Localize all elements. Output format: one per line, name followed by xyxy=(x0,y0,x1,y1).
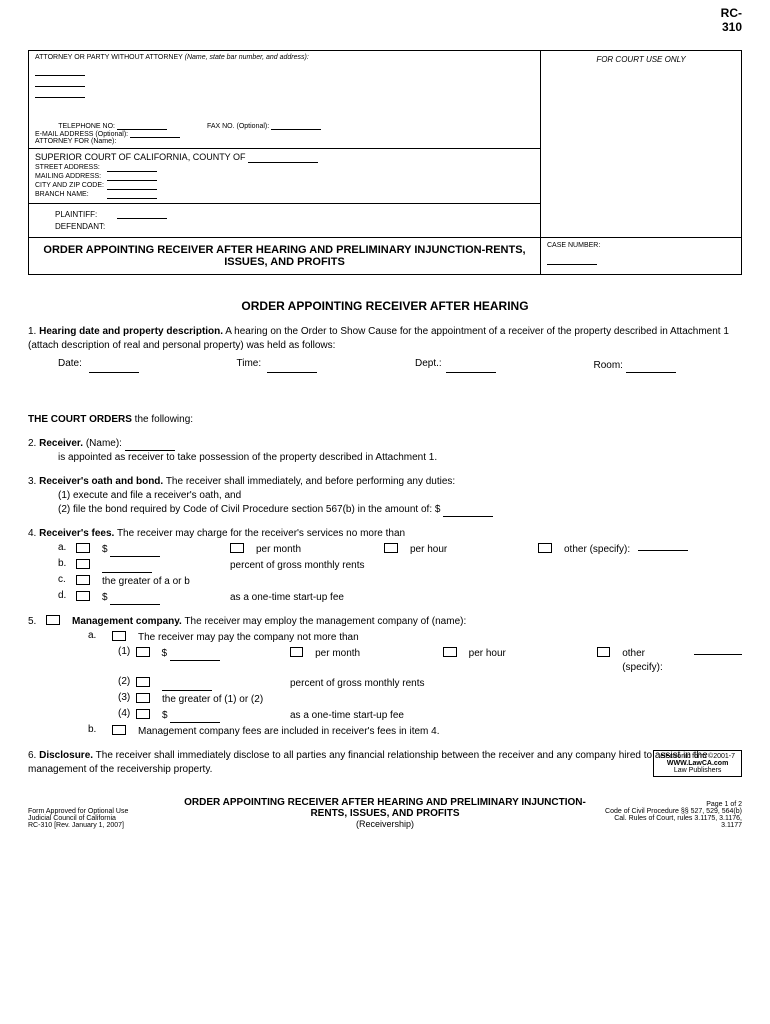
room-field[interactable] xyxy=(626,365,676,373)
bond-amount-field[interactable] xyxy=(443,509,493,517)
checkbox-5b[interactable] xyxy=(112,725,126,735)
branch-label: BRANCH NAME: xyxy=(35,191,105,199)
mailing-field[interactable] xyxy=(107,173,157,181)
telephone-label: TELEPHONE NO: xyxy=(35,123,115,130)
fee-4a-other-field[interactable] xyxy=(638,543,688,551)
fax-field[interactable] xyxy=(271,122,321,130)
page-footer: Form Approved for Optional Use Judicial … xyxy=(28,797,742,829)
checkbox-5a1-month[interactable] xyxy=(290,647,304,657)
case-number-field[interactable] xyxy=(547,257,597,265)
checkbox-5[interactable] xyxy=(46,615,60,625)
cityzip-label: CITY AND ZIP CODE: xyxy=(35,182,105,190)
defendant-label: DEFENDANT: xyxy=(55,222,115,231)
fax-label: FAX NO. (Optional): xyxy=(207,123,269,130)
blank-line[interactable] xyxy=(35,68,85,76)
attorney-for-label: ATTORNEY FOR (Name): xyxy=(35,138,116,145)
mailing-label: MAILING ADDRESS: xyxy=(35,173,105,181)
receiver-name-field[interactable] xyxy=(125,443,175,451)
checkbox-5a4[interactable] xyxy=(136,709,150,719)
county-field[interactable] xyxy=(248,155,318,163)
checkbox-4a-hour[interactable] xyxy=(384,543,398,553)
dept-label: Dept.: xyxy=(415,359,443,368)
dept-field[interactable] xyxy=(446,365,496,373)
street-label: STREET ADDRESS: xyxy=(35,164,105,172)
fee-5a1-other[interactable] xyxy=(694,647,742,655)
blank-line[interactable] xyxy=(35,90,85,98)
form-number: RC- 310 xyxy=(721,6,742,34)
case-number-label: CASE NUMBER: xyxy=(547,242,600,249)
fee-5a4-amount[interactable] xyxy=(170,715,220,723)
item-1: 1. Hearing date and property description… xyxy=(28,325,742,373)
checkbox-5a1[interactable] xyxy=(136,647,150,657)
checkbox-4c[interactable] xyxy=(76,575,90,585)
room-label: Room: xyxy=(594,360,623,371)
checkbox-4a-other[interactable] xyxy=(538,543,552,553)
time-field[interactable] xyxy=(267,365,317,373)
plaintiff-label: PLAINTIFF: xyxy=(55,210,115,219)
checkbox-5a1-other[interactable] xyxy=(597,647,611,657)
main-title: ORDER APPOINTING RECEIVER AFTER HEARING xyxy=(28,299,742,313)
attorney-label: ATTORNEY OR PARTY WITHOUT ATTORNEY (Name… xyxy=(35,54,534,61)
court-use-only: FOR COURT USE ONLY xyxy=(541,51,741,237)
date-label: Date: xyxy=(58,359,86,368)
fee-4b-pct[interactable] xyxy=(102,565,152,573)
street-field[interactable] xyxy=(107,164,157,172)
court-label: SUPERIOR COURT OF CALIFORNIA, COUNTY OF xyxy=(35,152,246,162)
item-6: 6. Disclosure. The receiver shall immedi… xyxy=(28,749,742,777)
court-orders-label: THE COURT ORDERS xyxy=(28,414,132,425)
publisher-box: electronic form ©2001-7 WWW.LawCA.com La… xyxy=(653,750,742,777)
checkbox-4b[interactable] xyxy=(76,559,90,569)
item-5: 5. Management company. The receiver may … xyxy=(28,615,742,739)
fee-5a1-amount[interactable] xyxy=(170,653,220,661)
checkbox-5a3[interactable] xyxy=(136,693,150,703)
fee-4a-amount[interactable] xyxy=(110,549,160,557)
form-title-box: ORDER APPOINTING RECEIVER AFTER HEARING … xyxy=(29,238,540,274)
email-label: E-MAIL ADDRESS (Optional): xyxy=(35,131,128,138)
fee-5a2-pct[interactable] xyxy=(162,683,212,691)
blank-line[interactable] xyxy=(35,79,85,87)
checkbox-5a2[interactable] xyxy=(136,677,150,687)
time-label: Time: xyxy=(237,359,265,368)
cityzip-field[interactable] xyxy=(107,182,157,190)
branch-field[interactable] xyxy=(107,191,157,199)
email-field[interactable] xyxy=(130,130,180,138)
item-3: 3. Receiver's oath and bond. The receive… xyxy=(28,475,742,517)
item-4: 4. Receiver's fees. The receiver may cha… xyxy=(28,527,742,605)
checkbox-4a-month[interactable] xyxy=(230,543,244,553)
checkbox-4a[interactable] xyxy=(76,543,90,553)
checkbox-4d[interactable] xyxy=(76,591,90,601)
item-2: 2. Receiver. (Name): is appointed as rec… xyxy=(28,437,742,465)
date-field[interactable] xyxy=(89,365,139,373)
telephone-field[interactable] xyxy=(117,122,167,130)
caption-box: ATTORNEY OR PARTY WITHOUT ATTORNEY (Name… xyxy=(28,50,742,275)
fee-4d-amount[interactable] xyxy=(110,597,160,605)
checkbox-5a1-hour[interactable] xyxy=(443,647,457,657)
checkbox-5a[interactable] xyxy=(112,631,126,641)
plaintiff-field[interactable] xyxy=(117,211,167,219)
